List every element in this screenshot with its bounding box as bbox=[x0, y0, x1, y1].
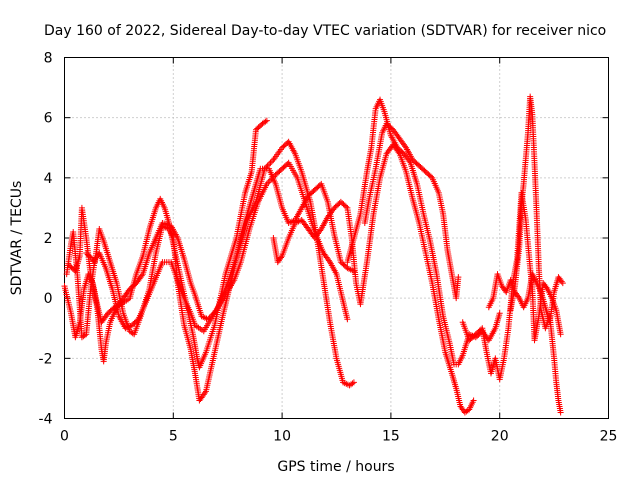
chart-title: Day 160 of 2022, Sidereal Day-to-day VTE… bbox=[44, 23, 606, 39]
series-track-d bbox=[83, 165, 357, 404]
data-point-marker bbox=[349, 380, 356, 387]
data-point-marker bbox=[470, 397, 477, 404]
y-tick-label: -4 bbox=[39, 412, 53, 428]
data-point-marker bbox=[559, 280, 566, 287]
y-tick-label: 0 bbox=[44, 291, 53, 307]
x-tick-label: 25 bbox=[600, 429, 618, 445]
y-axis-title: SDTVAR / TECUs bbox=[9, 181, 25, 296]
data-point-marker bbox=[427, 173, 434, 180]
data-point-marker bbox=[262, 118, 269, 125]
y-tick-label: -2 bbox=[39, 351, 53, 367]
x-tick-labels: 0 5 10 15 20 25 bbox=[60, 429, 617, 445]
data-point-marker bbox=[496, 310, 503, 317]
y-tick-label: 8 bbox=[44, 51, 53, 67]
series-track-g bbox=[361, 120, 462, 302]
data-point-marker bbox=[455, 274, 462, 281]
y-tick-label: 4 bbox=[44, 171, 53, 187]
data-point-marker bbox=[344, 316, 351, 323]
series-track-c bbox=[65, 138, 357, 389]
x-tick-label: 0 bbox=[60, 429, 69, 445]
data-point-marker bbox=[86, 253, 93, 260]
x-tick-label: 10 bbox=[273, 429, 291, 445]
series-track-f bbox=[344, 96, 503, 368]
data-point-marker bbox=[557, 409, 564, 416]
data-point-marker bbox=[557, 331, 564, 338]
series-track-j bbox=[485, 271, 566, 326]
x-tick-label: 20 bbox=[491, 429, 509, 445]
x-tick-label: 15 bbox=[382, 429, 400, 445]
series-track-i bbox=[507, 93, 564, 416]
data-series bbox=[61, 93, 566, 416]
series-track-e bbox=[270, 141, 477, 416]
data-point-marker bbox=[350, 379, 357, 386]
x-axis-title: GPS time / hours bbox=[277, 459, 394, 475]
data-point-marker bbox=[343, 203, 350, 210]
data-point-marker bbox=[263, 117, 270, 124]
y-tick-label: 2 bbox=[44, 231, 53, 247]
y-tick-labels: -4 -2 0 2 4 6 8 bbox=[39, 51, 53, 428]
series-track-b bbox=[63, 159, 351, 341]
data-point-marker bbox=[268, 158, 275, 165]
x-tick-label: 5 bbox=[169, 429, 178, 445]
y-tick-label: 6 bbox=[44, 111, 53, 127]
data-point-marker bbox=[81, 332, 88, 339]
data-point-marker bbox=[267, 159, 274, 166]
axis-ticks bbox=[64, 57, 609, 419]
data-point-marker bbox=[350, 268, 357, 275]
